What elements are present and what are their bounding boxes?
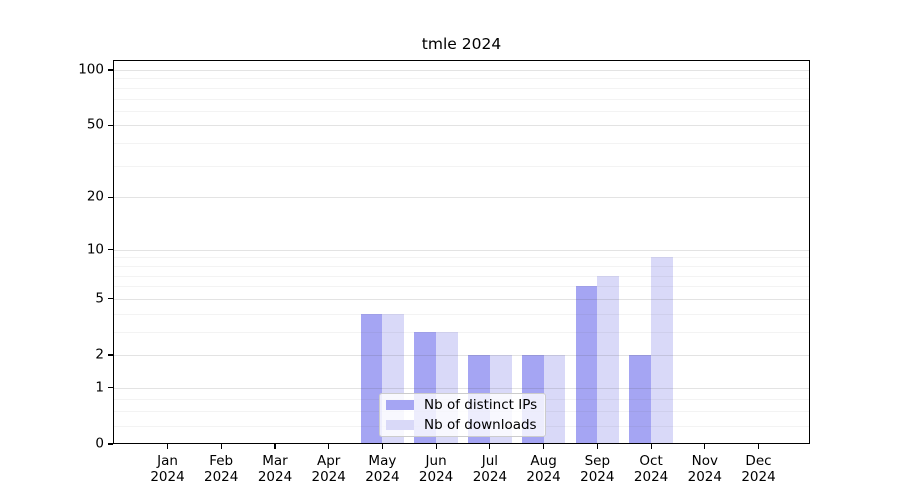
- bar-nb-of-distinct-ips-may-2024: [360, 313, 383, 444]
- y-tick-mark: [108, 69, 113, 71]
- x-tick-mark: [704, 444, 706, 449]
- x-tick-mark: [166, 444, 169, 449]
- legend-color-swatch-nb-of-downloads: [386, 420, 414, 430]
- bar-nb-of-downloads-sep-2024: [597, 275, 620, 444]
- y-tick-label-2: 2: [95, 346, 104, 363]
- y-tick-mark: [108, 249, 113, 251]
- x-tick-mark: [435, 444, 437, 449]
- plot-area: [113, 60, 810, 444]
- x-tick-label-mar-2024: Mar 2024: [257, 453, 293, 485]
- chart-title: tmle 2024: [421, 35, 502, 53]
- y-tick-mark: [108, 124, 113, 126]
- x-tick-label-oct-2024: Oct 2024: [633, 453, 669, 485]
- y-tick-label-100: 100: [78, 61, 104, 78]
- x-tick-label-jun-2024: Jun 2024: [418, 453, 454, 485]
- bar-nb-of-downloads-aug-2024: [543, 355, 566, 444]
- bar-nb-of-distinct-ips-sep-2024: [575, 286, 598, 444]
- legend-item-nb-of-downloads: Nb of downloads: [386, 416, 539, 434]
- y-tick-mark: [108, 387, 113, 389]
- x-tick-mark: [489, 444, 491, 449]
- y-tick-label-20: 20: [86, 188, 104, 205]
- legend-item-nb-of-distinct-ips: Nb of distinct IPs: [386, 396, 539, 414]
- bar-nb-of-distinct-ips-oct-2024: [629, 355, 652, 444]
- y-tick-mark: [108, 443, 113, 445]
- x-tick-mark: [650, 444, 652, 449]
- x-tick-mark: [757, 444, 760, 449]
- legend-label: Nb of distinct IPs: [424, 397, 538, 413]
- x-tick-label-sep-2024: Sep 2024: [580, 453, 615, 485]
- x-tick-label-may-2024: May 2024: [365, 453, 400, 485]
- x-tick-label-jul-2024: Jul 2024: [472, 453, 508, 485]
- y-tick-mark: [108, 196, 113, 198]
- x-tick-label-jan-2024: Jan 2024: [150, 453, 185, 485]
- x-tick-mark: [596, 444, 598, 449]
- y-tick-label-10: 10: [86, 240, 104, 257]
- x-tick-label-feb-2024: Feb 2024: [204, 453, 239, 485]
- y-tick-mark: [108, 298, 113, 300]
- legend-label: Nb of downloads: [424, 417, 537, 433]
- bar-nb-of-downloads-oct-2024: [651, 257, 673, 444]
- y-tick-label-5: 5: [95, 290, 104, 307]
- x-tick-label-dec-2024: Dec 2024: [741, 453, 776, 485]
- y-tick-label-0: 0: [95, 435, 104, 452]
- x-tick-label-aug-2024: Aug 2024: [526, 453, 561, 485]
- x-tick-mark: [328, 444, 330, 449]
- x-tick-mark: [543, 444, 545, 449]
- x-tick-mark: [274, 444, 276, 449]
- legend: Nb of distinct IPs Nb of downloads: [379, 393, 546, 437]
- legend-color-swatch-nb-of-distinct-ips: [386, 400, 414, 410]
- x-tick-mark: [220, 444, 222, 449]
- y-tick-mark: [108, 354, 113, 356]
- x-tick-mark: [381, 444, 383, 449]
- bars-layer: [113, 60, 810, 444]
- x-tick-label-nov-2024: Nov 2024: [687, 453, 722, 485]
- x-tick-label-apr-2024: Apr 2024: [311, 453, 346, 485]
- y-tick-label-50: 50: [86, 116, 104, 133]
- y-tick-label-1: 1: [95, 379, 104, 396]
